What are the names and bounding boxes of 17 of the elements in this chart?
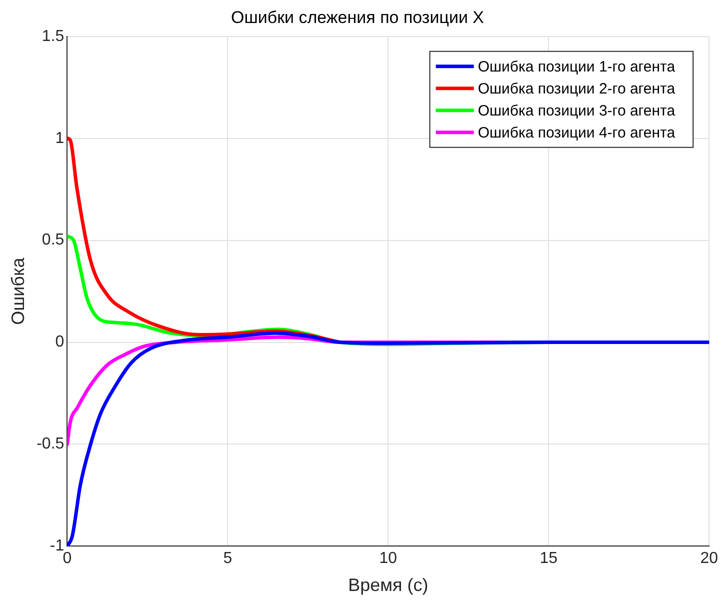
x-tick-label: 15 [540, 550, 558, 568]
y-tick-label: -1 [50, 538, 64, 555]
chart-title: Ошибки слежения по позиции X [230, 8, 484, 27]
legend-label: Ошибка позиции 3-го агента [478, 102, 676, 120]
y-tick-label: 1 [55, 130, 64, 147]
x-tick-label: 10 [379, 550, 398, 568]
x-tick-label: 5 [223, 550, 232, 568]
x-axis-title: Время (с) [348, 575, 428, 596]
y-tick-label: 0.5 [42, 232, 64, 249]
y-tick-label: -0.5 [36, 436, 64, 453]
y-tick-label: 1.5 [42, 28, 64, 45]
legend-label: Ошибка позиции 4-го агента [478, 124, 676, 142]
legend-label: Ошибка позиции 1-го агента [478, 58, 676, 76]
x-tick-label: 20 [700, 550, 718, 568]
y-axis-title: Ошибка [8, 256, 28, 325]
legend-label: Ошибка позиции 2-го агента [478, 80, 676, 98]
y-tick-label: 0 [55, 334, 64, 351]
